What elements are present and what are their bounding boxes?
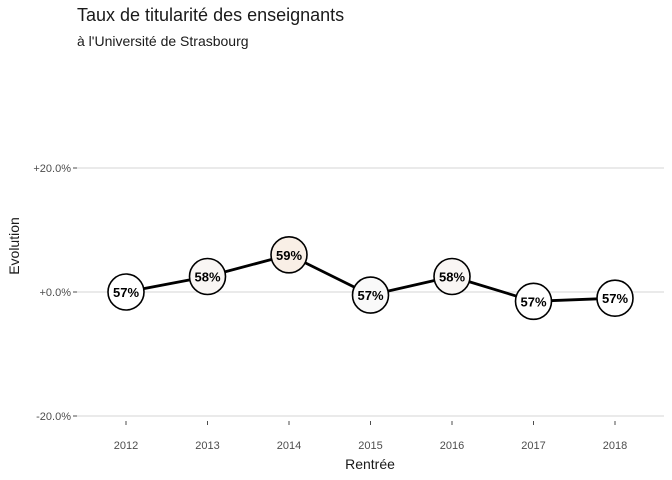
data-point [351,276,390,314]
x-tick-label: 2016 [440,440,464,452]
x-tick-label: 2017 [521,440,545,452]
series-layer: 57% 58% 59% 57% 58% 57% 57% [107,236,634,321]
data-point [596,279,634,318]
x-tick-label: 2018 [603,440,627,452]
data-label: 58% [194,270,220,285]
data-label: 57% [357,288,383,303]
y-tick-label: +0.0% [40,287,72,299]
data-label: 57% [113,285,139,300]
data-point [433,257,471,296]
y-tick-label: -20.0% [36,411,71,423]
x-axis: 2012 2013 2014 2015 2016 2017 2018 [114,421,627,452]
y-axis: +20.0% +0.0% -20.0% [33,163,77,423]
data-point [188,257,227,296]
data-label: 57% [520,294,546,309]
x-tick-label: 2015 [358,440,382,452]
x-axis-title: Rentrée [345,456,395,472]
x-tick-label: 2013 [195,440,219,452]
chart-subtitle: à l'Université de Strasbourg [77,33,249,49]
x-tick-label: 2012 [114,440,138,452]
data-label: 57% [602,291,628,306]
data-point [514,282,553,321]
data-label: 59% [276,248,302,263]
y-tick-label: +20.0% [33,163,71,175]
data-label: 58% [439,270,465,285]
data-point [270,236,308,274]
y-axis-title: Evolution [6,217,22,275]
data-point [107,273,145,311]
x-tick-label: 2014 [277,440,301,452]
chart-title: Taux de titularité des enseignants [77,5,344,25]
